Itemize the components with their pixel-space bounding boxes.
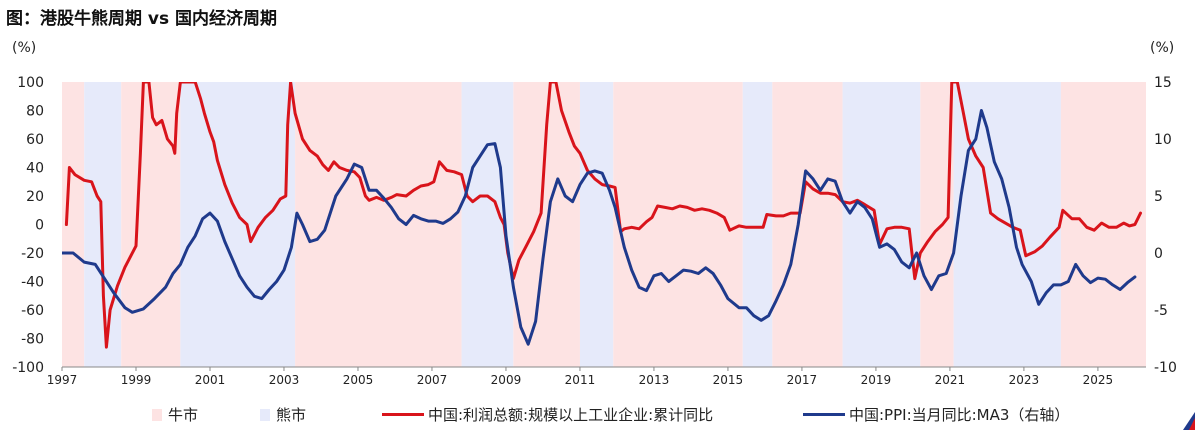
- regime-band-bull: [295, 82, 462, 367]
- corner-decoration: [1183, 412, 1195, 430]
- y-left-tick-label: 60: [26, 132, 44, 148]
- x-tick-label: 2017: [787, 373, 818, 387]
- legend-item-profit: 中国:利润总额:规模以上工业企业:累计同比: [382, 404, 713, 425]
- x-tick-label: 2005: [343, 373, 374, 387]
- regime-band-bull: [920, 82, 954, 367]
- bear-swatch: [260, 408, 270, 421]
- x-tick-label: 2009: [491, 373, 522, 387]
- axes: [61, 366, 1146, 371]
- profit-series-line: [64, 82, 1142, 349]
- regime-band-bull: [613, 82, 743, 367]
- legend-label-bull: 牛市: [168, 406, 199, 424]
- y-left-tick-label: -20: [21, 246, 44, 262]
- legend-item-bear: 熊市: [260, 404, 306, 425]
- y-left-tick-label: -40: [21, 275, 44, 291]
- x-tick-label: 2025: [1083, 373, 1114, 387]
- legend-item-ppi: 中国:PPI:当月同比:MA3（右轴）: [803, 404, 1069, 425]
- y-left-tick-label: 80: [26, 104, 44, 120]
- x-tick-label: 2013: [639, 373, 670, 387]
- tick-labels: 1997 1999 2001 2003 2005 2007 2009 2011 2013 2015…: [12, 75, 1177, 387]
- regime-band-bear: [842, 82, 921, 367]
- regime-band-bull: [62, 82, 85, 367]
- legend-item-bull: 牛市: [152, 404, 198, 425]
- regime-band-bear: [180, 82, 296, 367]
- regime-band-bear: [742, 82, 773, 367]
- legend-label-bear: 熊市: [276, 406, 307, 424]
- x-tick-label: 2015: [713, 373, 744, 387]
- y-left-tick-label: -100: [12, 360, 44, 376]
- y-left-tick-label: 20: [26, 189, 44, 205]
- legend-label-ppi: 中国:PPI:当月同比:MA3（右轴）: [849, 406, 1070, 424]
- y-right-tick-label: -5: [1154, 303, 1168, 319]
- regime-band-bull: [121, 82, 181, 367]
- chart-title: 图：港股牛熊周期 vs 国内经济周期: [6, 9, 278, 29]
- x-tick-label: 2007: [417, 373, 448, 387]
- chart-canvas: 1997 1999 2001 2003 2005 2007 2009 2011 2013 2015…: [12, 75, 1177, 387]
- y-right-tick-label: 15: [1154, 75, 1172, 91]
- legend: 牛市 熊市 中国:利润总额:规模以上工业企业:累计同比 中国:PPI:当月同比:…: [0, 401, 1195, 427]
- x-tick-label: 2023: [1009, 373, 1040, 387]
- x-tick-label: 2003: [269, 373, 300, 387]
- y-left-tick-label: 0: [35, 218, 44, 234]
- y-right-tick-label: 5: [1154, 189, 1163, 205]
- y-left-tick-label: 40: [26, 161, 44, 177]
- regime-band-bear: [579, 82, 614, 367]
- x-tick-label: 1997: [47, 373, 78, 387]
- regime-band-bull: [772, 82, 843, 367]
- bull-swatch: [152, 408, 162, 421]
- ppi-swatch: [803, 413, 845, 416]
- y-right-tick-label: 10: [1154, 132, 1172, 148]
- profit-swatch: [382, 413, 424, 416]
- x-tick-label: 2019: [861, 373, 892, 387]
- y-right-tick-label: -10: [1154, 360, 1177, 376]
- x-tick-label: 2011: [565, 373, 596, 387]
- left-axis-unit: (%): [12, 40, 37, 56]
- legend-label-profit: 中国:利润总额:规模以上工业企业:累计同比: [428, 406, 714, 424]
- regime-bands: [62, 82, 1146, 367]
- y-left-tick-label: -80: [21, 332, 44, 348]
- x-tick-label: 1999: [121, 373, 152, 387]
- x-tick-label: 2001: [195, 373, 226, 387]
- y-left-tick-label: 100: [17, 75, 44, 91]
- right-axis-unit: (%): [1150, 40, 1175, 56]
- x-tick-label: 2021: [935, 373, 966, 387]
- series-lines: [62, 82, 1142, 349]
- y-left-tick-label: -60: [21, 303, 44, 319]
- ppi-series-line: [62, 109, 1137, 346]
- y-right-tick-label: 0: [1154, 246, 1163, 262]
